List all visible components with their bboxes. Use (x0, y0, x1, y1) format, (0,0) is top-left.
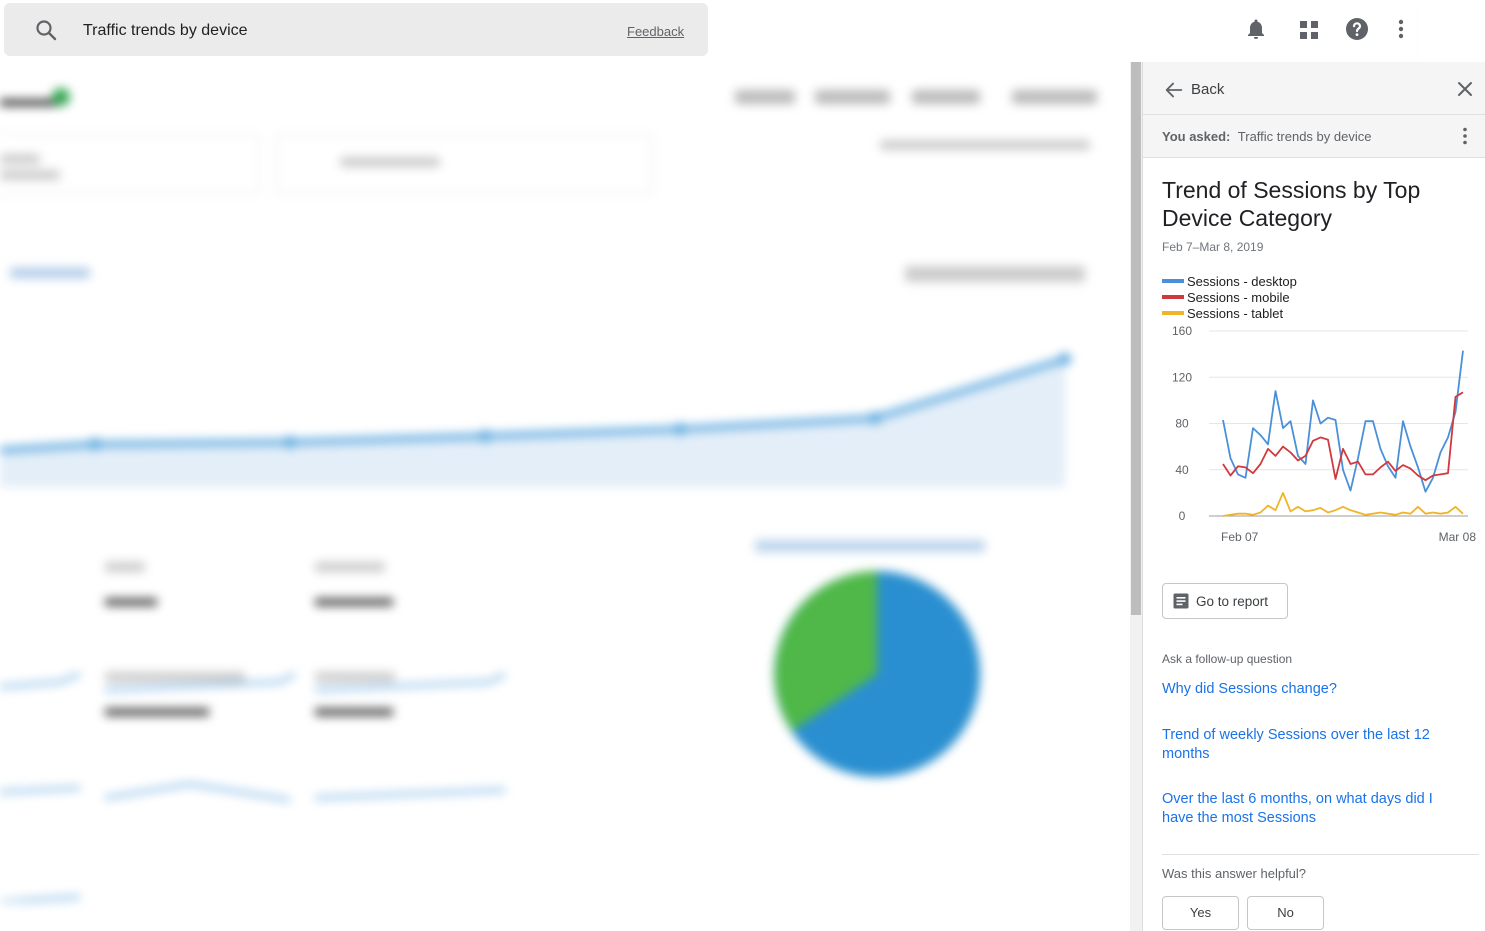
bg-text (10, 268, 90, 278)
legend-label: Sessions - mobile (1187, 289, 1290, 305)
followup-question[interactable]: Trend of weekly Sessions over the last 1… (1162, 727, 1430, 762)
asked-query: Traffic trends by device (1237, 129, 1372, 144)
yes-button[interactable]: Yes (1162, 896, 1239, 930)
search-input[interactable] (83, 19, 583, 43)
x-tick-label: Feb 07 (1221, 530, 1259, 544)
account-avatar[interactable] (1418, 2, 1481, 58)
bg-text (105, 672, 245, 682)
y-tick-label: 80 (1175, 417, 1189, 431)
bg-segment-card (0, 134, 260, 194)
bg-number: ▬▬ (105, 582, 157, 612)
bg-sparklines (0, 672, 506, 902)
bg-toolbar-item (735, 90, 795, 104)
legend-swatch (1162, 295, 1184, 299)
series-line-mobile (1222, 391, 1464, 482)
followup-label: Ask a follow-up question (1162, 652, 1293, 666)
legend-label: Sessions - desktop (1187, 273, 1297, 289)
asked-question: You asked: Traffic trends by device (1162, 129, 1371, 144)
more-vert-icon[interactable] (1457, 126, 1473, 146)
bg-text (105, 562, 145, 572)
bg-text (880, 140, 1090, 150)
bg-pie-chart (774, 571, 980, 777)
bg-text (0, 154, 40, 164)
bg-toolbar-item (1012, 90, 1097, 104)
header-divider (1143, 114, 1485, 115)
top-bar: Feedback (0, 0, 1485, 62)
bg-number: ▬▬▬ (315, 692, 393, 722)
more-vert-icon[interactable] (1389, 17, 1413, 41)
bg-legend (755, 540, 985, 552)
go-to-report-button[interactable]: Go to report (1162, 583, 1288, 619)
sessions-line-chart: 0 40 80 120 160 Feb 07 Mar 08 (1172, 324, 1477, 544)
legend-swatch (1162, 311, 1184, 315)
y-tick-label: 120 (1172, 370, 1192, 384)
bg-text (315, 562, 385, 572)
search-box[interactable]: Feedback (4, 3, 708, 56)
bg-text (905, 266, 1085, 282)
blurred-dashboard-background: ▬▬▬ ▬▬ ▬▬▬ ▬▬▬▬ ▬▬▬ (0, 62, 1130, 931)
helpful-divider (1162, 854, 1479, 855)
bg-toolbar-item (815, 90, 890, 104)
legend-item-tablet: Sessions - tablet (1162, 305, 1297, 321)
report-doc-icon (1173, 593, 1189, 609)
search-icon[interactable] (34, 18, 58, 42)
bg-text (340, 157, 440, 167)
main-scrollbar-thumb[interactable] (1131, 62, 1141, 615)
legend-swatch (1162, 279, 1184, 283)
bg-number: ▬▬▬▬ (105, 692, 209, 722)
answer-date-range: Feb 7–Mar 8, 2019 (1162, 240, 1264, 254)
legend-label: Sessions - tablet (1187, 305, 1284, 321)
bell-icon[interactable] (1244, 17, 1268, 41)
bg-text (315, 672, 395, 682)
series-line-desktop (1222, 350, 1464, 493)
helpful-label: Was this answer helpful? (1162, 866, 1307, 881)
series-line-tablet (1222, 491, 1464, 517)
help-icon[interactable] (1345, 17, 1369, 41)
status-dot (52, 88, 70, 106)
bg-text (0, 170, 60, 180)
asked-prefix: You asked: (1162, 129, 1231, 144)
x-tick-label: Mar 08 (1439, 530, 1477, 544)
bg-area-chart (0, 353, 1071, 487)
panel-header: Back You asked: Traffic trends by device (1143, 62, 1485, 158)
back-button[interactable]: Back (1191, 81, 1225, 98)
feedback-link[interactable]: Feedback (627, 24, 685, 39)
followup-question[interactable]: Over the last 6 months, on what days did… (1162, 791, 1433, 826)
y-tick-label: 0 (1179, 509, 1186, 523)
apps-grid-icon[interactable] (1297, 18, 1321, 42)
bg-toolbar-item (912, 90, 980, 104)
background-title-fragment: ▬▬▬ (0, 86, 60, 111)
go-to-report-label: Go to report (1196, 593, 1269, 609)
y-tick-label: 40 (1175, 463, 1189, 477)
chart-legend: Sessions - desktop Sessions - mobile Ses… (1162, 273, 1297, 321)
close-icon[interactable] (1455, 79, 1475, 99)
no-button[interactable]: No (1247, 896, 1324, 930)
followup-question[interactable]: Why did Sessions change? (1162, 681, 1337, 697)
legend-item-mobile: Sessions - mobile (1162, 289, 1297, 305)
legend-item-desktop: Sessions - desktop (1162, 273, 1297, 289)
bg-segment-card (275, 134, 653, 194)
bg-number: ▬▬▬ (315, 582, 393, 612)
back-arrow-icon[interactable] (1163, 79, 1185, 101)
y-tick-label: 160 (1172, 324, 1192, 338)
insights-panel: Back You asked: Traffic trends by device… (1142, 62, 1485, 931)
answer-title: Trend of Sessions by Top Device Category (1162, 177, 1421, 231)
